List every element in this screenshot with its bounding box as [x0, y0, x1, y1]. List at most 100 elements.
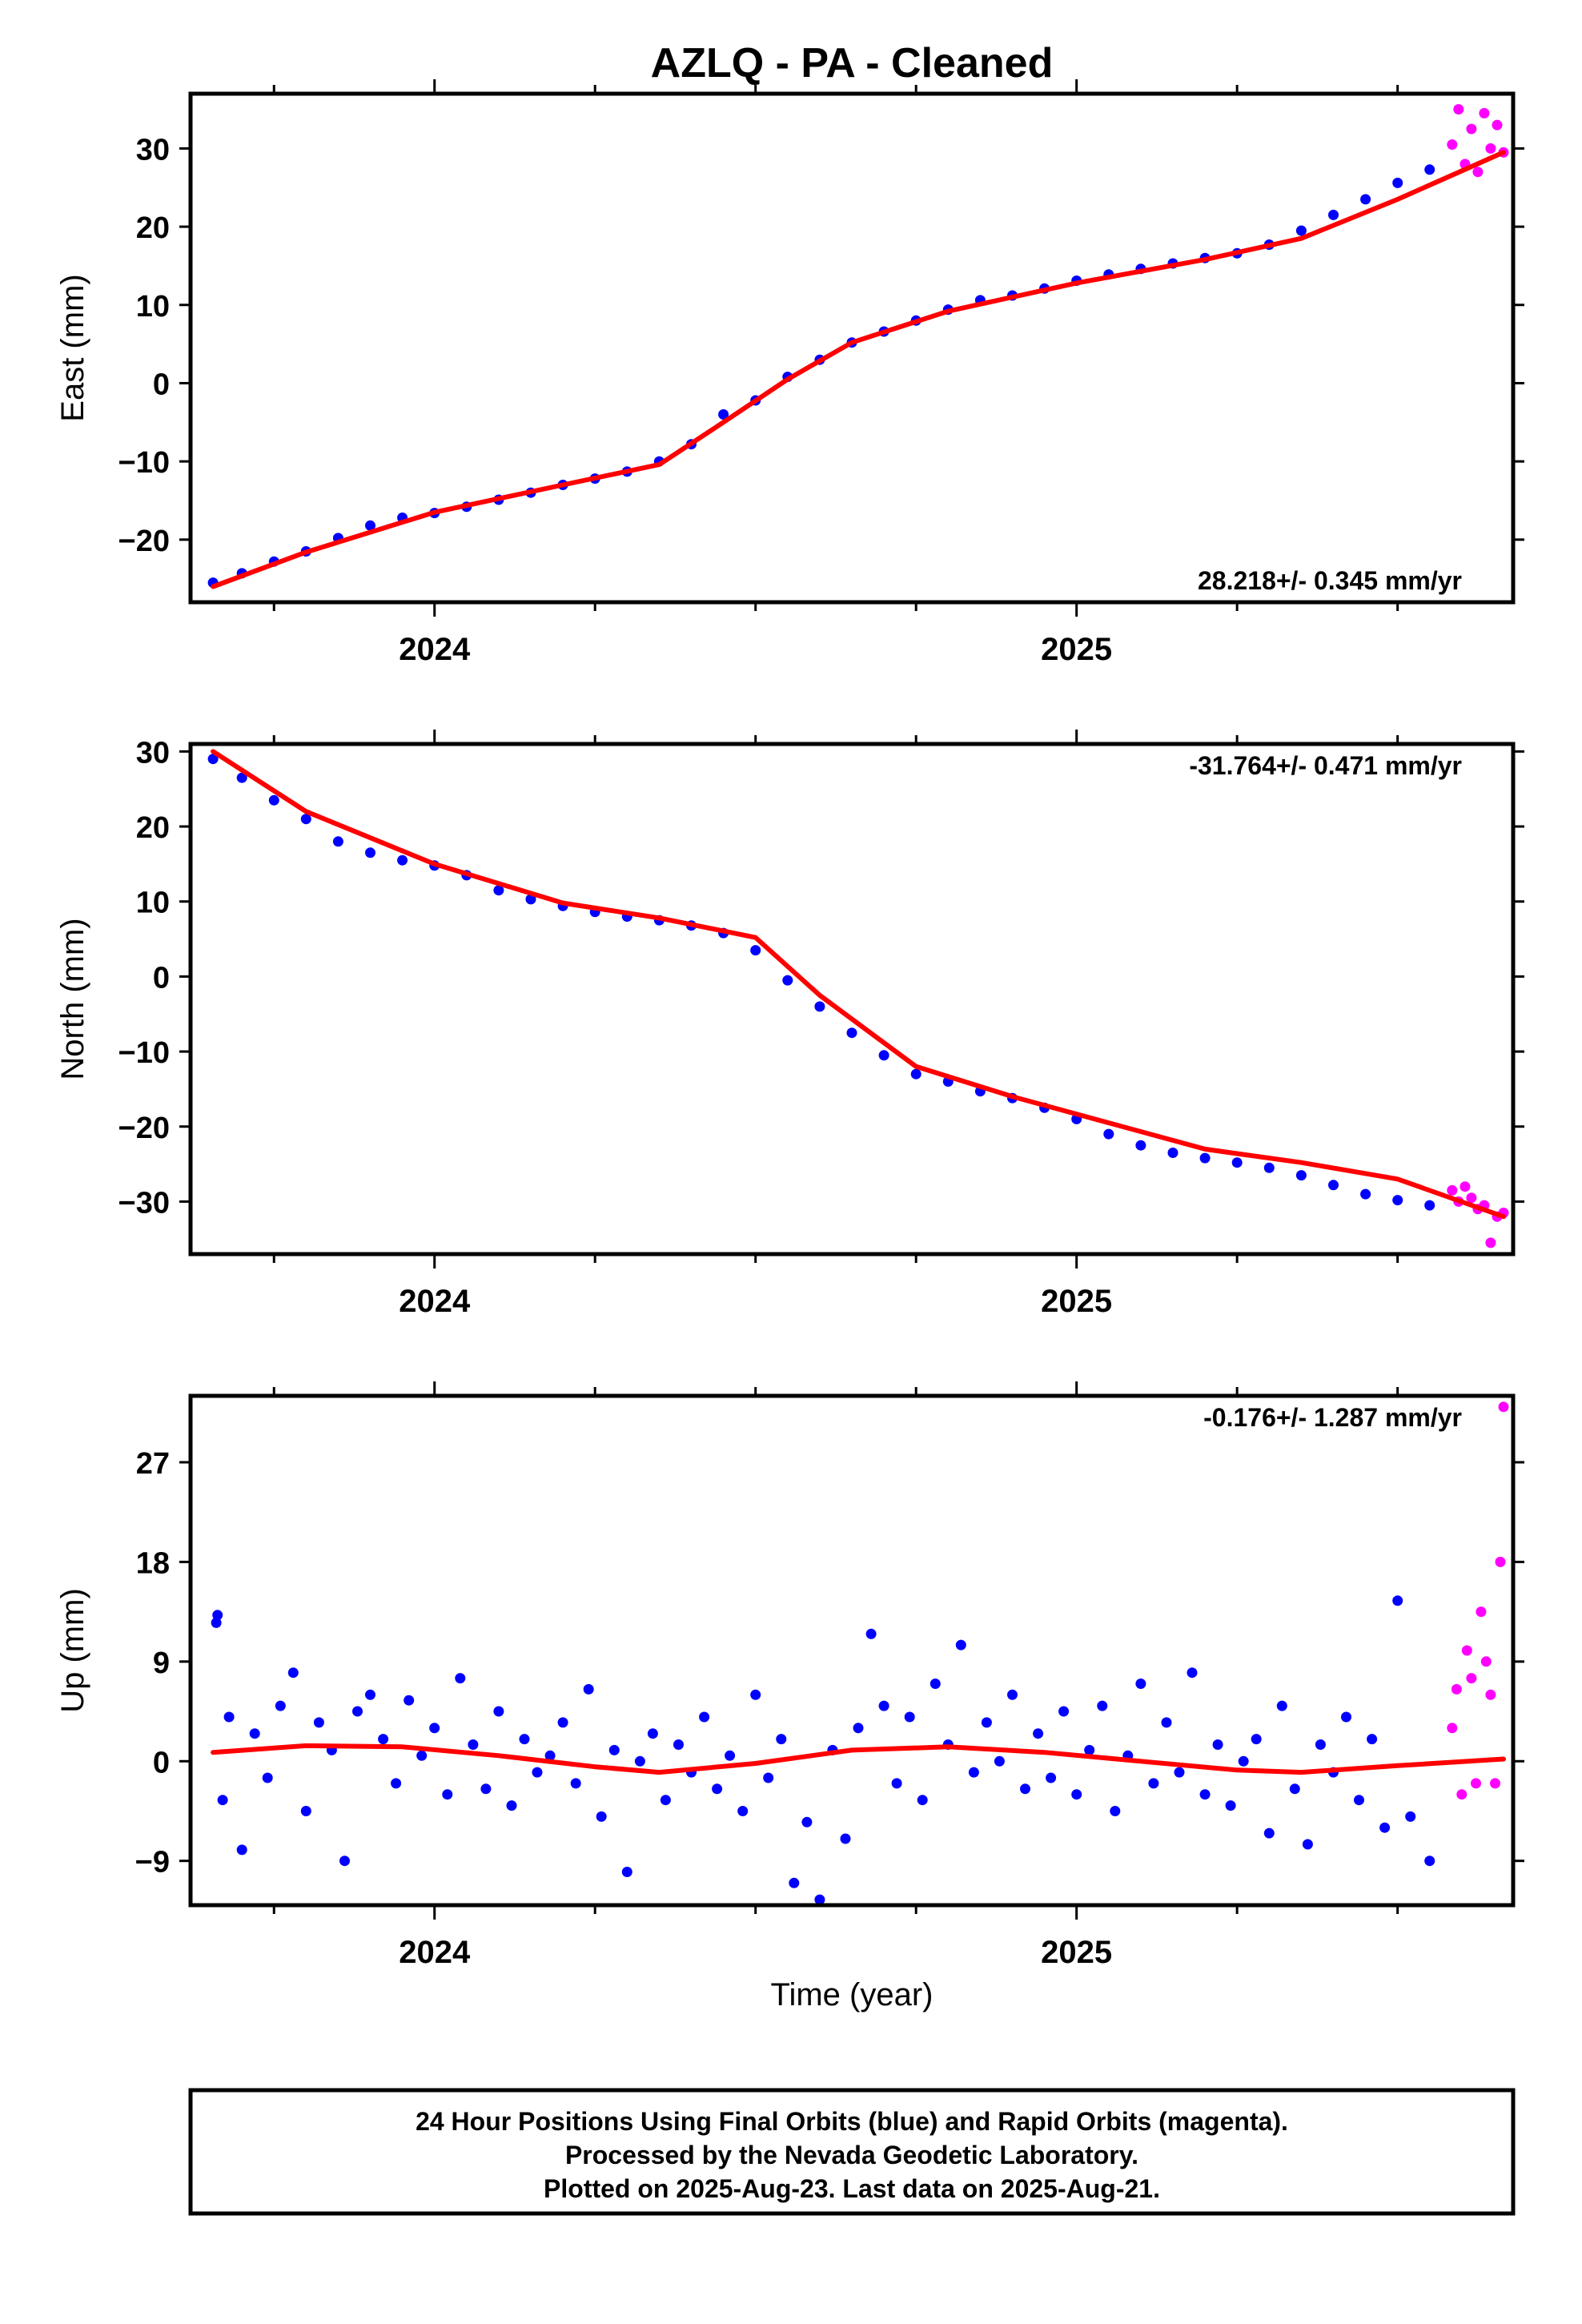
final-orbit-point	[1263, 1827, 1275, 1839]
plot-frame	[188, 91, 1516, 605]
final-orbit-point	[1167, 1148, 1178, 1158]
rapid-orbit-point	[1485, 1237, 1496, 1248]
up-panel: −9 0 9 18 27 2024 2025 Up (mm) -0.176+/- 1.287 m…	[55, 1381, 1524, 1970]
footer-box: 24 Hour Positions Using Final Orbits (bl…	[188, 2088, 1516, 2216]
final-orbit-point	[262, 1772, 273, 1783]
rapid-orbit-point	[1479, 107, 1490, 119]
final-orbit-point	[750, 945, 761, 956]
final-orbit-point	[1392, 1595, 1403, 1606]
y-tick-label: 10	[136, 887, 170, 920]
final-orbit-point	[287, 1667, 299, 1679]
final-orbit-point	[1405, 1811, 1416, 1822]
footer-line-1: 24 Hour Positions Using Final Orbits (bl…	[416, 2107, 1288, 2136]
final-orbit-point	[1071, 1789, 1082, 1800]
final-orbit-point	[236, 1844, 247, 1856]
final-orbit-point	[1020, 1783, 1030, 1795]
fit-line	[211, 150, 1506, 589]
final-orbit-point	[429, 1723, 440, 1734]
rapid-orbit-point	[1466, 123, 1477, 135]
plot-frame	[188, 1393, 1516, 1908]
final-orbit-point	[404, 1695, 415, 1706]
final-orbit-point	[1225, 1800, 1236, 1811]
footer-frame	[188, 2088, 1516, 2216]
final-orbit-point	[1328, 209, 1339, 220]
final-orbit-point	[660, 1795, 671, 1806]
rapid-orbit-point	[1492, 119, 1503, 131]
y-tick-label: 0	[153, 961, 170, 995]
final-orbit-point	[1360, 194, 1371, 205]
final-orbit-point	[275, 1700, 286, 1711]
rapid-orbit-point	[1485, 1689, 1496, 1700]
final-orbit-point	[532, 1767, 543, 1778]
rapid-orbit-point	[1498, 1401, 1509, 1413]
final-orbit-point	[1367, 1734, 1378, 1745]
rapid-orbit-point	[1461, 1645, 1472, 1656]
y-tick-label: 9	[153, 1647, 170, 1680]
final-orbit-point	[416, 1750, 428, 1761]
rapid-orbit-point	[1460, 1181, 1471, 1192]
final-orbit-point	[910, 1068, 921, 1080]
final-orbit-point	[352, 1706, 363, 1717]
final-orbit-point	[596, 1811, 607, 1822]
final-orbit-point	[621, 1867, 632, 1877]
final-orbit-point	[878, 1050, 889, 1061]
final-orbit-point	[1103, 1128, 1114, 1140]
final-orbit-point	[647, 1728, 658, 1739]
y-axis-label: Up (mm)	[55, 1588, 90, 1713]
final-orbit-point	[365, 1689, 375, 1700]
final-orbit-point	[846, 1027, 857, 1039]
final-orbit-point	[223, 1711, 235, 1723]
rapid-orbit-point	[1471, 1778, 1481, 1789]
final-orbit-point	[480, 1783, 492, 1795]
rate-label: -0.176+/- 1.287 mm/yr	[1203, 1403, 1462, 1432]
x-tick-label: 2024	[399, 1935, 471, 1970]
final-orbit-point	[801, 1816, 813, 1827]
final-orbit-point	[506, 1800, 517, 1811]
final-orbit-point	[1424, 1200, 1435, 1211]
final-orbit-point	[1097, 1700, 1108, 1711]
y-axis-label: East (mm)	[55, 274, 90, 421]
y-tick-label: 18	[136, 1546, 170, 1580]
final-orbit-point	[1379, 1822, 1391, 1833]
footer-line-2: Processed by the Nevada Geodetic Laborat…	[565, 2141, 1138, 2169]
y-tick-label: −30	[118, 1186, 170, 1220]
final-orbit-point	[968, 1767, 979, 1778]
final-orbit-point	[1392, 1195, 1403, 1206]
final-orbit-point	[519, 1734, 530, 1745]
final-orbit-point	[557, 1717, 568, 1728]
rapid-orbit-point	[1495, 1556, 1506, 1567]
y-tick-label: 20	[136, 211, 170, 245]
final-orbit-point	[397, 854, 408, 866]
final-orbit-point	[493, 1706, 504, 1717]
final-orbit-point	[1186, 1667, 1198, 1679]
y-tick-label: 27	[136, 1447, 170, 1481]
final-orbit-point	[763, 1772, 774, 1783]
rapid-orbit-point	[1476, 1606, 1487, 1618]
rapid-orbit-point	[1447, 1723, 1458, 1734]
final-orbit-point	[904, 1711, 915, 1723]
final-orbit-point	[1360, 1188, 1371, 1200]
final-orbit-point	[300, 814, 311, 825]
final-orbit-point	[1084, 1744, 1095, 1755]
final-orbit-point	[1251, 1734, 1262, 1745]
final-orbit-point	[699, 1711, 710, 1723]
final-orbit-point	[300, 1806, 311, 1816]
final-orbit-point	[455, 1673, 466, 1684]
rapid-orbit-point	[1466, 1673, 1477, 1684]
final-orbit-point	[955, 1639, 966, 1651]
final-orbit-point	[994, 1755, 1005, 1767]
final-orbit-point	[468, 1739, 479, 1750]
final-orbit-point	[930, 1679, 941, 1689]
rapid-orbit-point	[1447, 139, 1458, 150]
y-tick-label: 0	[153, 368, 170, 401]
final-orbit-point	[236, 772, 247, 783]
y-tick-label: 10	[136, 290, 170, 324]
final-orbit-point	[391, 1778, 402, 1789]
x-axis-label: Time (year)	[771, 1977, 934, 2012]
final-orbit-point	[1212, 1739, 1223, 1750]
final-orbit-point	[365, 520, 375, 531]
final-orbit-point	[1238, 1755, 1249, 1767]
rapid-orbit-point	[1451, 1683, 1462, 1695]
final-orbit-point	[1328, 1180, 1339, 1191]
